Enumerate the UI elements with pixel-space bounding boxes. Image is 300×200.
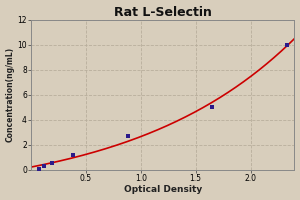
Point <box>42 164 47 168</box>
Title: Rat L-Selectin: Rat L-Selectin <box>114 6 212 19</box>
Point <box>36 167 41 170</box>
Point <box>125 135 130 138</box>
Point <box>50 161 54 164</box>
Point <box>70 153 75 156</box>
X-axis label: Optical Density: Optical Density <box>124 185 202 194</box>
Y-axis label: Concentration(ng/mL): Concentration(ng/mL) <box>6 47 15 142</box>
Point <box>284 43 289 46</box>
Point <box>210 105 214 109</box>
